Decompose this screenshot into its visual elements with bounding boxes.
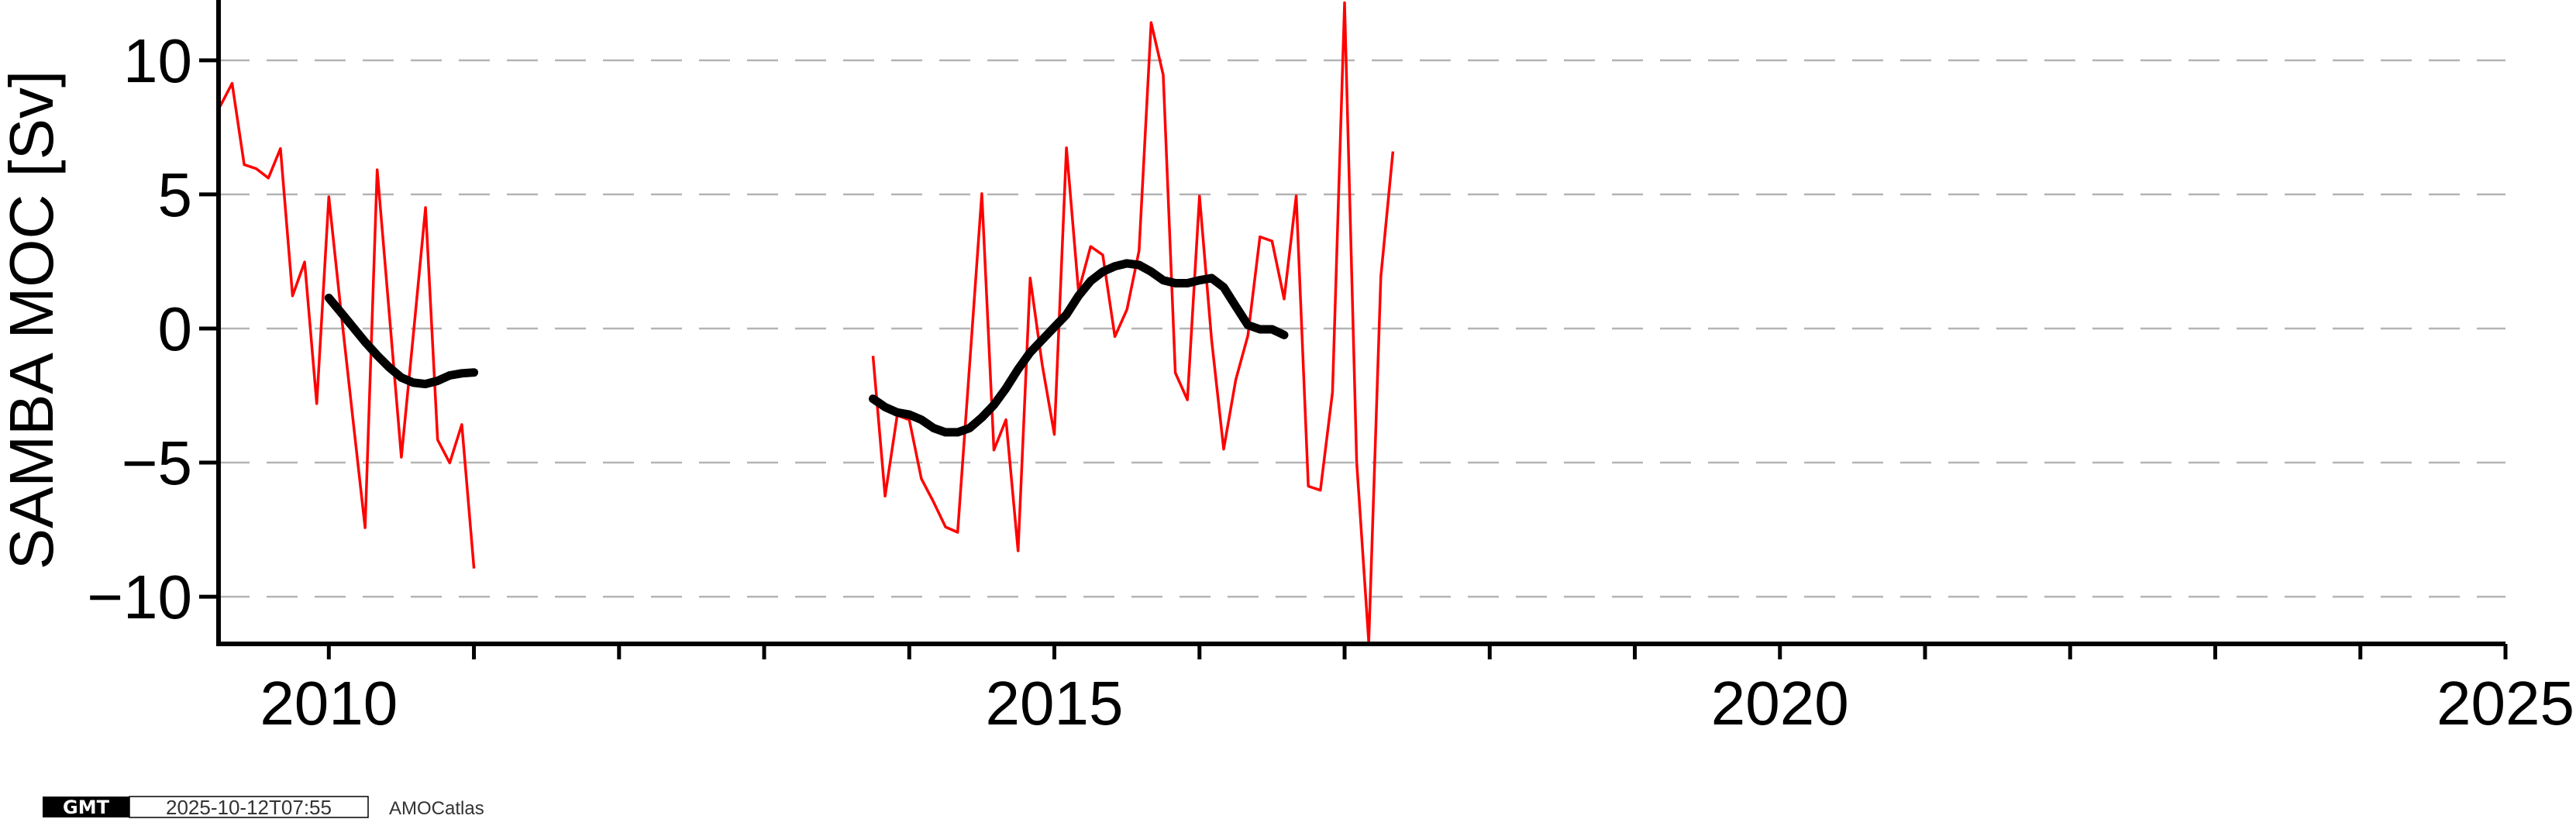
x-tick-label: 2020	[1711, 669, 1849, 738]
y-tick-label: 10	[123, 26, 192, 95]
x-tick-label: 2025	[2437, 669, 2574, 738]
gmt-logo	[43, 797, 129, 817]
x-tick-label: 2015	[986, 669, 1124, 738]
footer: GMT 2025-10-12T07:55 AMOCatlas	[43, 796, 484, 819]
smoothed-series-line	[869, 259, 1289, 437]
y-axis-label: SAMBA MOC [Sv]	[0, 71, 66, 570]
gmt-logo-text: GMT	[63, 797, 110, 818]
y-tick-label: 0	[158, 294, 193, 363]
source-label: AMOCatlas	[389, 798, 484, 819]
timestamp-box	[129, 796, 369, 818]
y-tick-label: −10	[87, 563, 192, 631]
gridlines	[219, 59, 2505, 598]
y-tick-label: 5	[158, 160, 193, 229]
monthly-series-line	[871, 1, 1395, 644]
timestamp: 2025-10-12T07:55	[166, 796, 332, 819]
series-group	[219, 1, 1395, 644]
monthly-series-line	[219, 81, 476, 569]
axes: 10 5 0 −5 −10 2010 2015 2020 2025	[87, 0, 2574, 738]
x-tick-label: 2010	[260, 669, 398, 738]
y-tick-label: −5	[122, 428, 192, 497]
smoothed-series-line	[324, 294, 479, 389]
